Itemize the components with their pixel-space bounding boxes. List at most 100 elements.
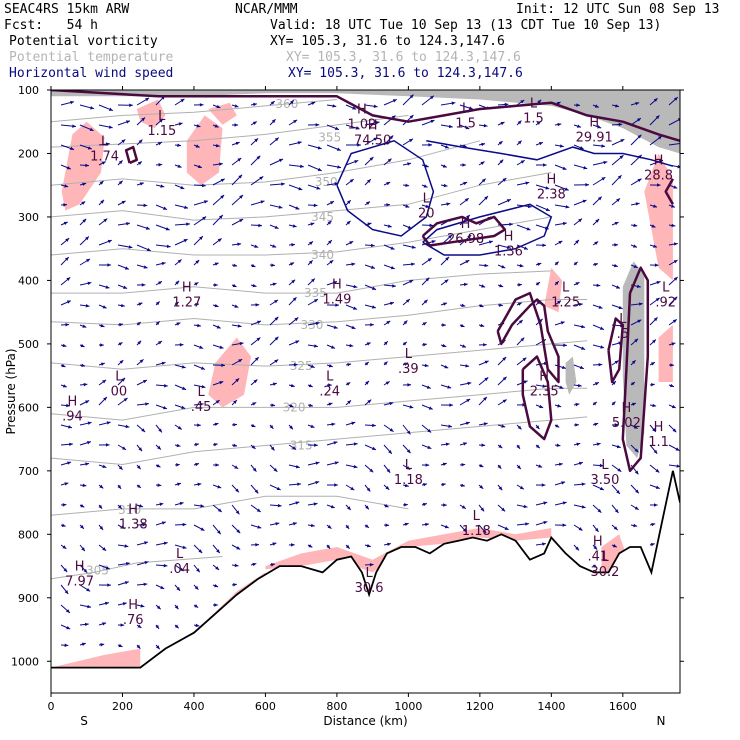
extremum-type-1: L [101,134,109,149]
wind-head-70 [102,379,107,384]
wind-head-609 [516,444,521,449]
wind-head-570 [504,102,509,107]
wind-head-282 [252,283,257,288]
extremum-value-27: 1.38 [119,518,148,533]
wind-head-418 [366,201,371,206]
field-name-pv: Potential vorticity [9,34,158,49]
wind-head-690 [594,262,599,267]
wind-head-729 [635,101,640,106]
wind-head-724 [617,468,622,472]
x-tick-label-1000: 1000 [394,700,422,713]
wind-head-185 [176,443,181,448]
wind-head-264 [233,423,237,427]
wind-head-562 [484,377,489,382]
pv-shade-5 [544,267,563,313]
wind-head-283 [255,303,260,307]
wind-head-605 [522,357,527,362]
wind-head-252 [238,174,243,179]
wind-head-463 [407,162,412,166]
wind-vector-776 [668,142,680,146]
wind-head-106 [124,544,129,548]
wind-head-698 [594,422,599,427]
wind-head-187 [177,482,181,486]
wind-head-506 [444,145,449,149]
theta-line-330 [51,299,588,326]
wind-head-61 [100,199,105,204]
wind-head-495 [424,363,429,368]
wind-head-402 [349,343,354,348]
wind-head-261 [238,359,243,363]
grey-shade-0 [51,90,680,154]
wind-head-57 [108,125,113,129]
wind-head-507 [442,164,447,168]
wind-head-233 [216,325,221,329]
wind-head-43 [85,400,90,404]
wind-head-772 [651,522,656,527]
wind-head-687 [597,196,602,201]
extremum-type-25: L [405,458,413,473]
wind-head-583 [502,356,507,361]
pv-shade-10 [265,528,552,573]
wind-head-95 [119,323,123,327]
wind-head-744 [631,402,636,407]
wind-head-7 [65,238,70,242]
wind-head-141 [159,118,164,123]
wind-head-396 [346,220,351,225]
wind-head-610 [517,465,521,470]
wind-head-373 [327,220,332,225]
wind-head-337 [289,425,293,430]
wind-head-746 [634,448,639,453]
wind-head-425 [366,342,371,346]
wind-head-249 [234,123,239,127]
wind-head-779 [670,204,675,208]
wind-head-665 [578,218,583,223]
wind-head-325 [298,186,303,191]
wind-head-191 [179,567,184,572]
wind-head-133 [142,523,147,527]
wind-head-484 [428,143,433,147]
wind-head-77 [99,526,104,530]
wind-head-673 [577,383,582,388]
wind-head-371 [334,182,339,186]
wind-head-378 [333,325,338,329]
wind-head-519 [449,403,453,407]
wind-head-203 [195,260,200,264]
wind-head-142 [157,142,162,146]
wind-head-509 [446,202,451,206]
wind-head-750 [633,523,638,528]
wind-head-647 [557,300,562,305]
wind-head-619 [545,207,550,212]
wind-head-755 [656,183,661,187]
wind-head-553 [484,196,488,200]
wind-head-5 [63,203,67,207]
wind-contour-2 [426,140,674,167]
wind-head-534 [465,260,470,264]
extremum-type-4: H [461,217,471,232]
wind-head-395 [346,200,351,204]
wind-head-757 [651,224,656,228]
wind-head-74 [102,464,107,469]
wind-head-149 [158,281,162,285]
wind-head-407 [353,442,358,446]
wind-head-117 [143,203,148,208]
wind-head-667 [573,261,578,266]
wind-head-119 [146,247,151,252]
wind-head-334 [293,363,298,367]
wind-head-380 [328,364,333,368]
wind-head-354 [314,299,318,303]
wind-head-764 [650,362,655,366]
pv-shade-4 [208,337,252,408]
wind-head-32 [82,182,87,186]
wind-head-278 [260,200,265,204]
wind-head-679 [581,505,586,509]
pv-shade-0 [61,121,105,211]
grey-shade-2 [565,356,577,395]
wind-head-465 [405,204,410,208]
wind-head-292 [254,489,259,494]
wind-head-184 [177,426,182,430]
extremum-value-5: 2.38 [537,188,566,203]
wind-head-599 [523,246,528,250]
wind-head-496 [426,385,431,389]
wind-head-321 [289,100,294,105]
wind-head-710 [617,175,622,179]
